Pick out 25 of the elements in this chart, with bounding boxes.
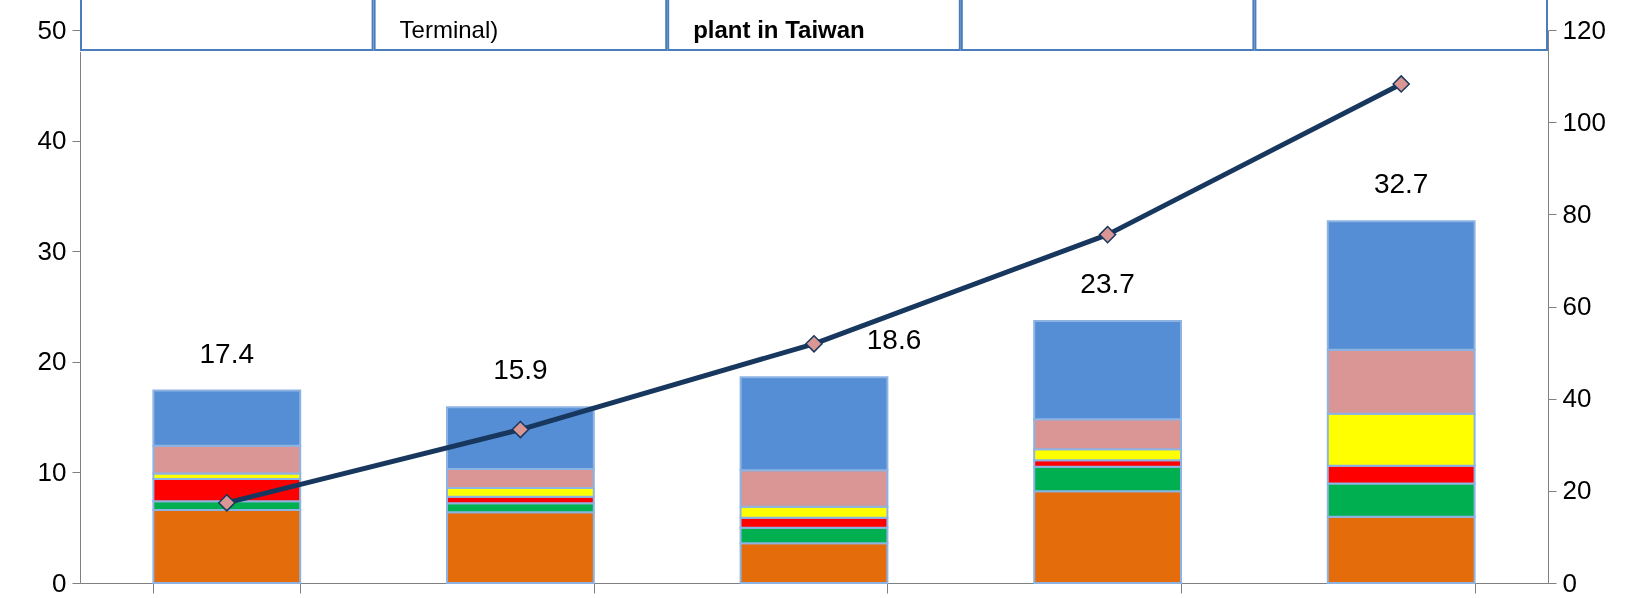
y2-tick-label: 120: [1562, 14, 1606, 45]
total-label: 15.9: [493, 354, 548, 386]
annotation: Terminal): [399, 16, 499, 44]
y2-tick-label: 60: [1562, 291, 1592, 321]
y2-tick-label: 40: [1562, 383, 1592, 414]
y-tick-label: 20: [37, 346, 67, 377]
y2-tick-label: 0: [1562, 567, 1577, 598]
y-tick-label: 10: [37, 456, 67, 487]
y-tick-label: 30: [37, 235, 67, 266]
point: [217, 494, 236, 512]
total-label: 18.6: [866, 324, 922, 356]
y-tick-label: 40: [37, 125, 67, 156]
y2-tick-label: 20: [1562, 475, 1592, 506]
point: [1392, 75, 1411, 93]
y2-tick-label: 80: [1562, 198, 1592, 229]
total-label: 32.7: [1373, 168, 1429, 200]
point: [1098, 225, 1117, 244]
y-tick-label: 50: [37, 14, 67, 45]
y-tick-label: 0: [52, 567, 67, 598]
annotation: plant in Taiwan: [693, 16, 865, 44]
total-label: 17.4: [199, 337, 255, 369]
point: [805, 335, 823, 353]
total-label: 23.7: [1080, 267, 1135, 299]
y2-tick-label: 100: [1562, 106, 1606, 137]
point: [511, 420, 530, 439]
